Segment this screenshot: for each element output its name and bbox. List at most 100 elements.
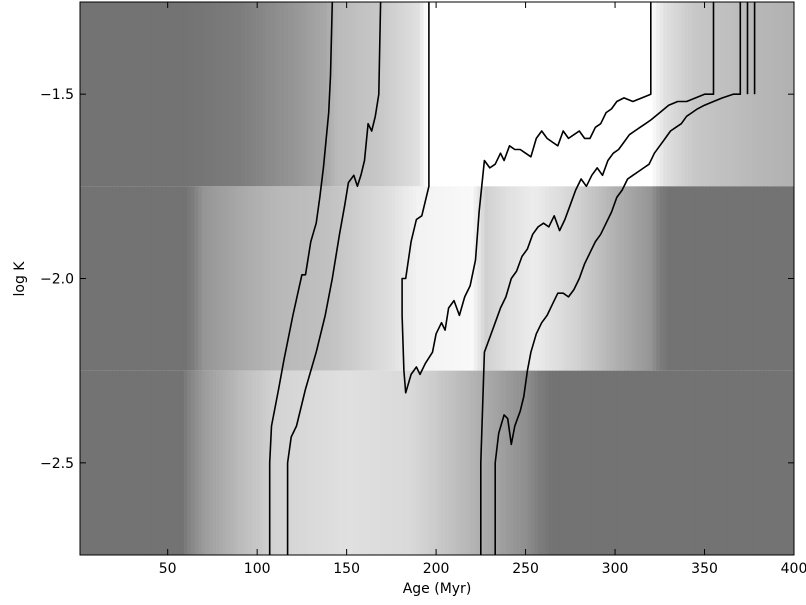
heatmap-cell	[216, 2, 221, 187]
heatmap-cell	[219, 370, 224, 555]
heatmap-cell	[158, 2, 163, 187]
heatmap-cell	[727, 2, 732, 187]
heatmap-cell	[409, 370, 414, 555]
heatmap-cell	[588, 370, 593, 555]
heatmap-cell	[581, 370, 586, 555]
heatmap-cell	[523, 186, 528, 371]
heatmap-cell	[312, 2, 317, 187]
heatmap-cell	[520, 370, 525, 555]
heatmap-cell	[241, 186, 246, 371]
heatmap-cell	[684, 370, 690, 555]
heatmap-cell	[90, 186, 95, 371]
heatmap-cell	[548, 370, 554, 555]
heatmap-cell	[112, 186, 117, 371]
heatmap-cell	[523, 2, 528, 187]
heatmap-cell	[344, 370, 350, 555]
heatmap-cell	[670, 2, 675, 187]
heatmap-cell	[570, 370, 575, 555]
heatmap-cell	[645, 2, 650, 187]
heatmap-cell	[609, 2, 614, 187]
heatmap-cell	[516, 2, 521, 187]
heatmap-cell	[763, 2, 768, 187]
heatmap-cell	[692, 370, 697, 555]
heatmap-cell	[445, 186, 450, 371]
heatmap-cell	[659, 2, 664, 187]
heatmap-cell	[699, 370, 704, 555]
heatmap-cell	[566, 186, 571, 371]
heatmap-cell	[319, 2, 324, 187]
heatmap-cell	[520, 186, 525, 371]
heatmap-cell	[108, 2, 113, 187]
heatmap-cell	[437, 2, 443, 187]
x-tick-label: 400	[781, 561, 806, 577]
heatmap-cell	[248, 370, 253, 555]
heatmap-cell	[101, 370, 106, 555]
heatmap-cell	[262, 186, 267, 371]
heatmap-cell	[684, 2, 690, 187]
heatmap-cell	[208, 370, 214, 555]
heatmap-cell	[119, 2, 124, 187]
heatmap-cell	[459, 2, 464, 187]
heatmap-cell	[398, 370, 403, 555]
heatmap-cell	[137, 370, 142, 555]
heatmap-cell	[530, 2, 536, 187]
heatmap-cell	[695, 370, 700, 555]
heatmap-cell	[341, 2, 346, 187]
heatmap-cell	[380, 370, 385, 555]
heatmap-cell	[767, 2, 772, 187]
heatmap-cell	[115, 2, 120, 187]
heatmap-cell	[430, 370, 435, 555]
heatmap-cell	[552, 2, 557, 187]
heatmap-cell	[105, 186, 110, 371]
contour-line	[480, 2, 715, 555]
heatmap-cell	[631, 186, 636, 371]
heatmap-cell	[491, 2, 496, 187]
heatmap-cell	[409, 186, 414, 371]
heatmap-cell	[541, 2, 546, 187]
x-tick-label: 50	[159, 561, 177, 577]
heatmap-cell	[258, 186, 264, 371]
heatmap-cell	[384, 2, 389, 187]
heatmap-cell	[326, 186, 332, 371]
heatmap-cell	[273, 186, 278, 371]
heatmap-cell	[588, 186, 593, 371]
heatmap-cell	[115, 186, 120, 371]
heatmap-cell	[570, 186, 575, 371]
heatmap-cell	[190, 370, 196, 555]
heatmap-cell	[717, 2, 722, 187]
heatmap-cell	[373, 186, 378, 371]
heatmap-cell	[369, 186, 375, 371]
heatmap-cell	[158, 370, 163, 555]
heatmap-cell	[663, 2, 668, 187]
heatmap-cell	[649, 370, 654, 555]
heatmap-cell	[706, 370, 711, 555]
heatmap-cell	[226, 370, 231, 555]
heatmap-cell	[423, 186, 428, 371]
heatmap-cell	[155, 186, 160, 371]
heatmap-cell	[752, 370, 758, 555]
heatmap-cell	[598, 186, 604, 371]
heatmap-cell	[638, 2, 643, 187]
heatmap-cell	[731, 370, 736, 555]
heatmap-cell	[613, 370, 618, 555]
heatmap-cell	[749, 370, 754, 555]
heatmap-cell	[581, 2, 586, 187]
heatmap-cell	[480, 2, 486, 187]
heatmap-cell	[434, 370, 439, 555]
heatmap-cell	[688, 370, 693, 555]
heatmap-cell	[173, 370, 178, 555]
heatmap-cell	[137, 186, 142, 371]
heatmap-cell	[115, 370, 120, 555]
heatmap-cell	[162, 2, 167, 187]
heatmap-cell	[90, 2, 95, 187]
heatmap-cell	[380, 2, 385, 187]
heatmap-cell	[233, 186, 239, 371]
heatmap-cell	[742, 186, 747, 371]
heatmap-cell	[169, 186, 174, 371]
heatmap-cell	[219, 2, 224, 187]
heatmap-cell	[180, 186, 185, 371]
heatmap-cell	[387, 186, 392, 371]
heatmap-cell	[355, 186, 360, 371]
heatmap-cell	[724, 186, 729, 371]
heatmap-cell	[760, 186, 765, 371]
